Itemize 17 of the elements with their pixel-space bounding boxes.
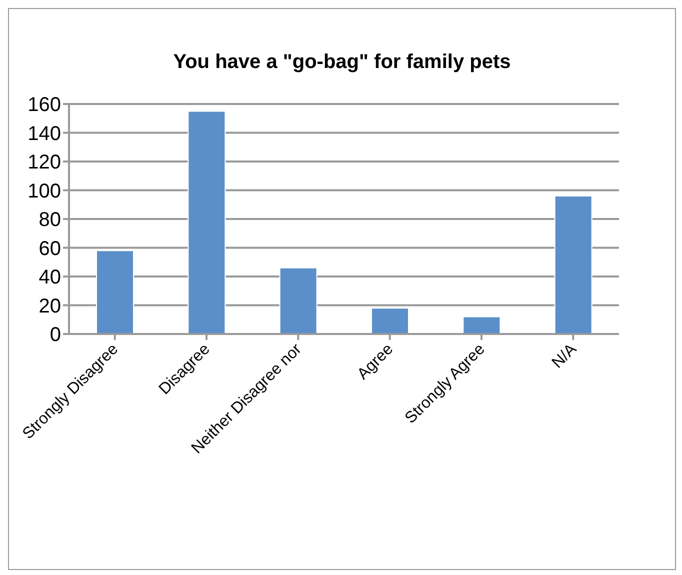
y-tick-label: 40 bbox=[38, 266, 61, 289]
bar bbox=[554, 196, 592, 334]
bar bbox=[188, 110, 226, 334]
bar bbox=[462, 316, 501, 334]
y-tick-label: 60 bbox=[38, 238, 61, 260]
x-tick-label: N/A bbox=[549, 340, 580, 372]
y-tick-label: 160 bbox=[28, 94, 61, 116]
y-tick-label: 120 bbox=[28, 152, 61, 174]
bar bbox=[279, 267, 318, 334]
chart-title: You have a "go-bag" for family pets bbox=[172, 51, 512, 74]
y-tick-label: 80 bbox=[38, 209, 61, 232]
y-tick-label: 100 bbox=[28, 180, 61, 202]
y-tick-label: 140 bbox=[28, 122, 61, 145]
y-tick-label: 0 bbox=[50, 324, 61, 346]
bar bbox=[96, 250, 134, 334]
bar bbox=[371, 308, 409, 334]
y-tick-label: 20 bbox=[38, 295, 61, 318]
